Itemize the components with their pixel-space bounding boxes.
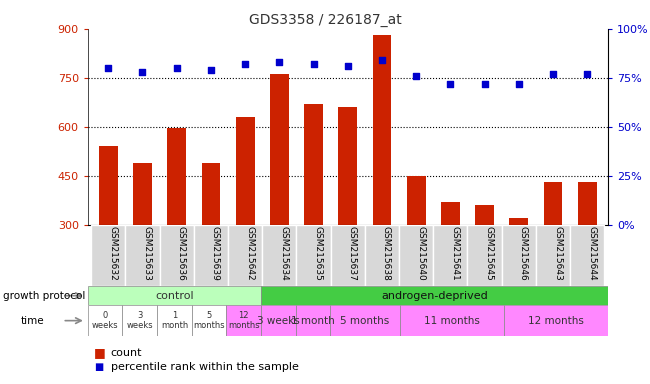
Bar [99,146,118,323]
Point [103,65,114,71]
Point [172,65,182,71]
Text: 3 weeks: 3 weeks [257,316,300,326]
Bar [88,305,122,336]
Point [445,81,456,87]
Bar [365,225,399,286]
Text: GSM215646: GSM215646 [519,227,528,281]
Text: GSM215640: GSM215640 [416,227,425,281]
Text: growth protocol: growth protocol [3,291,86,301]
Bar [228,225,262,286]
Text: GDS3358 / 226187_at: GDS3358 / 226187_at [248,13,402,27]
Text: GSM215645: GSM215645 [485,227,493,281]
Bar [331,225,365,286]
Bar [475,205,494,323]
Bar [510,218,528,323]
Bar [270,74,289,323]
Text: GSM215634: GSM215634 [280,227,289,281]
Bar [194,225,228,286]
Text: GSM215635: GSM215635 [313,227,322,281]
Bar [122,305,157,336]
Bar [261,305,296,336]
Text: GSM215643: GSM215643 [553,227,562,281]
Bar [192,305,226,336]
Text: control: control [155,291,194,301]
Bar [262,225,296,286]
Bar [330,305,400,336]
Text: 11 months: 11 months [424,316,480,326]
Bar [133,163,152,323]
Text: 5 months: 5 months [341,316,390,326]
Bar [226,305,261,336]
Point [582,71,592,77]
Bar [467,225,502,286]
Bar [91,225,125,286]
Bar [441,202,460,323]
Bar [202,163,220,323]
Bar [304,104,323,323]
Text: ■: ■ [94,362,103,372]
Bar [296,225,331,286]
Bar [434,225,467,286]
Bar [261,286,608,305]
Bar [399,225,434,286]
Text: 0
weeks: 0 weeks [92,311,118,330]
Text: 1 month: 1 month [291,316,335,326]
Text: ■: ■ [94,346,106,359]
Point [274,59,285,65]
Point [514,81,524,87]
Bar [125,225,160,286]
Bar [167,128,186,323]
Point [548,71,558,77]
Text: 12 months: 12 months [528,316,584,326]
Bar [160,225,194,286]
Point [240,61,250,67]
Bar [543,182,562,323]
Text: GSM215637: GSM215637 [348,227,357,281]
Point [343,63,353,69]
Text: time: time [21,316,44,326]
Point [205,67,216,73]
Bar [296,305,330,336]
Bar [578,182,597,323]
Bar [536,225,570,286]
Bar [372,35,391,323]
Bar [504,305,608,336]
Text: 5
months: 5 months [193,311,225,330]
Text: GSM215639: GSM215639 [211,227,220,281]
Point [377,57,387,63]
Point [137,69,148,75]
Bar [88,286,261,305]
Point [308,61,318,67]
Text: percentile rank within the sample: percentile rank within the sample [111,362,298,372]
Bar [400,305,504,336]
Bar [157,305,192,336]
Bar [570,225,604,286]
Point [411,73,421,79]
Bar [236,117,255,323]
Text: 3
weeks: 3 weeks [127,311,153,330]
Bar [502,225,536,286]
Point [480,81,490,87]
Text: GSM215632: GSM215632 [109,227,117,281]
Text: 1
month: 1 month [161,311,188,330]
Text: androgen-deprived: androgen-deprived [381,291,488,301]
Text: GSM215638: GSM215638 [382,227,391,281]
Text: GSM215633: GSM215633 [142,227,151,281]
Text: GSM215636: GSM215636 [177,227,186,281]
Text: count: count [111,348,142,358]
Text: GSM215644: GSM215644 [587,227,596,281]
Bar [339,107,357,323]
Bar [407,176,426,323]
Text: GSM215641: GSM215641 [450,227,460,281]
Text: 12
months: 12 months [228,311,259,330]
Text: GSM215642: GSM215642 [245,227,254,281]
